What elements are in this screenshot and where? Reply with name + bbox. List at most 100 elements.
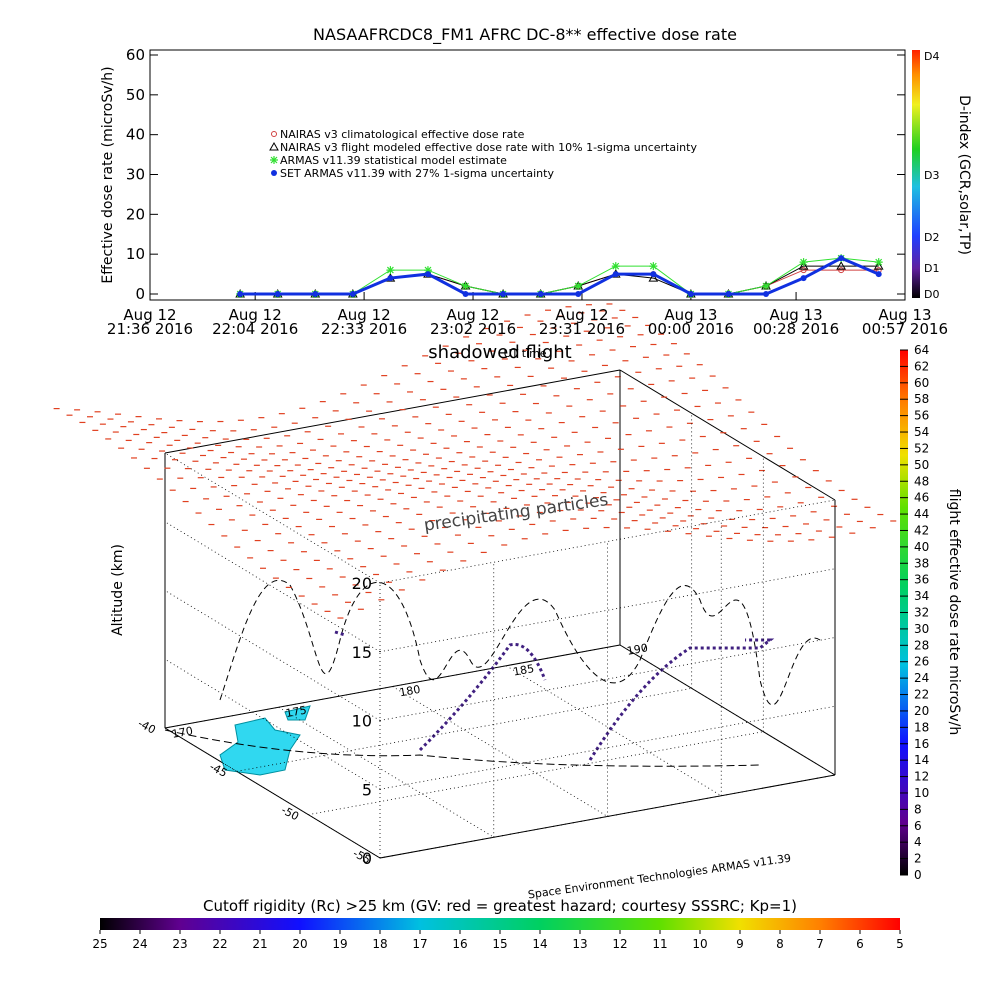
marker bbox=[424, 271, 431, 278]
decoration bbox=[53, 303, 897, 859]
grid-line bbox=[308, 731, 764, 816]
marker bbox=[763, 291, 770, 297]
legend-label: NAIRAS v3 flight modeled effective dose … bbox=[280, 141, 697, 154]
marker bbox=[574, 282, 583, 291]
colorbar-tick-label: 18 bbox=[914, 720, 929, 734]
colorbar-label: D-index (GCR,solar,TP) bbox=[956, 95, 972, 255]
legend-marker bbox=[271, 131, 277, 137]
marker bbox=[349, 291, 356, 297]
colorbar-tick-label: 12 bbox=[914, 770, 929, 784]
colorbar-tick-label: 30 bbox=[914, 622, 929, 636]
box-edge bbox=[619, 644, 836, 776]
x-tick-label: Aug 12 21:36 2016 bbox=[107, 306, 193, 338]
legend-marker bbox=[271, 170, 277, 176]
grid-line bbox=[379, 568, 836, 653]
colorbar-label: Cutoff rigidity (Rc) >25 km (GV: red = g… bbox=[203, 897, 797, 915]
colorbar-tick-label: 10 bbox=[692, 937, 707, 951]
y-tick-label: 20 bbox=[126, 205, 145, 223]
z-tick-label: 0 bbox=[362, 849, 372, 868]
label-line: 00:00 2016 bbox=[648, 320, 734, 338]
marker bbox=[537, 291, 544, 297]
marker bbox=[874, 258, 883, 267]
colorbar-tick-label: 48 bbox=[914, 474, 929, 488]
label-line: 21:36 2016 bbox=[107, 320, 193, 338]
marker bbox=[838, 267, 845, 274]
colorbar-tick-label: 52 bbox=[914, 441, 929, 455]
label-line: Aug 12 bbox=[229, 306, 282, 324]
colorbar-tick-label: 19 bbox=[332, 937, 347, 951]
colorbar-tick-label: 21 bbox=[252, 937, 267, 951]
colorbar-tick-label: 13 bbox=[572, 937, 587, 951]
marker bbox=[799, 258, 808, 267]
y-tick-label: -50 bbox=[279, 803, 301, 823]
series-line bbox=[240, 256, 880, 296]
label-line: 23:02 2016 bbox=[430, 320, 516, 338]
label-line: Aug 12 bbox=[555, 306, 608, 324]
marker bbox=[312, 291, 319, 297]
colorbar-tick-label: 34 bbox=[914, 589, 929, 603]
marker bbox=[875, 271, 882, 278]
flight-track bbox=[219, 579, 821, 706]
colorbar-tick-label: 9 bbox=[736, 937, 744, 951]
colorbar-tick-label: 62 bbox=[914, 359, 929, 373]
x-tick-label: Aug 12 22:04 2016 bbox=[212, 306, 298, 338]
marker bbox=[800, 267, 807, 274]
label-line: Aug 13 bbox=[878, 306, 931, 324]
marker bbox=[762, 282, 771, 291]
colorbar-tick-label: 20 bbox=[914, 704, 929, 718]
land bbox=[219, 705, 311, 776]
box-edge bbox=[164, 727, 381, 859]
label-line: 00:57 2016 bbox=[862, 320, 948, 338]
colorbar bbox=[912, 50, 920, 298]
colorbar-tick-label: 32 bbox=[914, 606, 929, 620]
label-line: Aug 13 bbox=[664, 306, 717, 324]
marker bbox=[386, 266, 395, 275]
marker bbox=[800, 275, 807, 282]
colorbar-tick-label: 8 bbox=[914, 802, 922, 816]
colorbar-tick-label: 60 bbox=[914, 376, 929, 390]
grid-line bbox=[164, 590, 381, 721]
y-tick-label: 10 bbox=[126, 245, 145, 263]
label-line: Aug 13 bbox=[769, 306, 822, 324]
grid-line bbox=[506, 665, 722, 797]
colorbar-tick-label: 6 bbox=[914, 819, 922, 833]
colorbar-tick-label: 42 bbox=[914, 523, 929, 537]
x-tick-label: 170 bbox=[171, 724, 194, 740]
marker bbox=[650, 271, 657, 278]
label-line: Aug 12 bbox=[338, 306, 391, 324]
colorbar-tick-label: 24 bbox=[914, 671, 929, 685]
legend-label: SET ARMAS v11.39 with 27% 1-sigma uncert… bbox=[280, 167, 554, 180]
colorbar-tick-label: 22 bbox=[212, 937, 227, 951]
colorbar-tick-label: 25 bbox=[92, 937, 107, 951]
colorbar-tick-label: 22 bbox=[914, 688, 929, 702]
colorbar-tick-label: 20 bbox=[292, 937, 307, 951]
y-tick-label: 30 bbox=[126, 166, 145, 184]
label-line: 00:28 2016 bbox=[753, 320, 839, 338]
z-tick-label: 20 bbox=[352, 574, 372, 593]
x-tick-label: Aug 13 00:00 2016 bbox=[648, 306, 734, 338]
colorbar-tick-label: D0 bbox=[924, 288, 939, 301]
marker bbox=[836, 261, 847, 270]
z-tick-label: 5 bbox=[362, 780, 372, 799]
colorbar-tick-label: 7 bbox=[816, 937, 824, 951]
colorbar-tick-label: 26 bbox=[914, 655, 929, 669]
x-tick-label: Aug 13 00:28 2016 bbox=[753, 306, 839, 338]
grid-line bbox=[164, 521, 381, 653]
grid-line bbox=[392, 686, 608, 817]
label-line: 23:31 2016 bbox=[539, 320, 625, 338]
colorbar-tick-label: D2 bbox=[924, 231, 939, 244]
colorbar-tick-label: 0 bbox=[914, 868, 922, 882]
colorbar-tick-label: 54 bbox=[914, 425, 929, 439]
colorbar-tick-label: 14 bbox=[914, 753, 929, 767]
colorbar-tick-label: 11 bbox=[652, 937, 667, 951]
y-tick-label: 50 bbox=[126, 86, 145, 104]
label-line: 22:33 2016 bbox=[321, 320, 407, 338]
colorbar-tick-label: 17 bbox=[412, 937, 427, 951]
colorbar-tick-label: D4 bbox=[924, 50, 939, 63]
ground-track bbox=[164, 729, 761, 767]
marker bbox=[648, 273, 659, 282]
grid-line bbox=[278, 706, 494, 838]
flight-track bbox=[334, 630, 775, 761]
z-axis-label: Altitude (km) bbox=[110, 544, 126, 636]
